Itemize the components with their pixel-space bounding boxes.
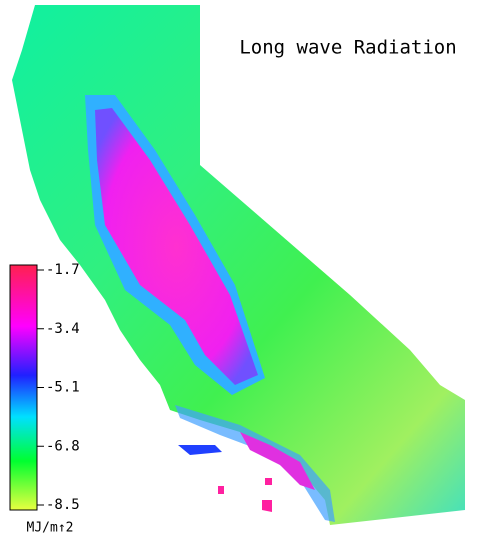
scale-tick-label: -8.5: [46, 497, 80, 513]
state-outline: [12, 5, 465, 525]
map-title: Long wave Radiation: [239, 37, 456, 59]
island: [218, 486, 224, 494]
legend-unit: MJ/m↑2: [27, 521, 74, 536]
scale-tick-label: -1.7: [46, 262, 80, 278]
coast-band: [175, 405, 335, 522]
color-scale: [9, 264, 38, 511]
scale-tick-label: -5.1: [46, 380, 80, 396]
island: [178, 445, 222, 455]
scale-tick-label: -3.4: [46, 321, 80, 337]
island: [265, 478, 272, 485]
island: [262, 500, 272, 512]
scale-tick-label: -6.8: [46, 438, 80, 454]
southern-basin: [240, 432, 315, 490]
central-valley-core: [95, 108, 258, 385]
